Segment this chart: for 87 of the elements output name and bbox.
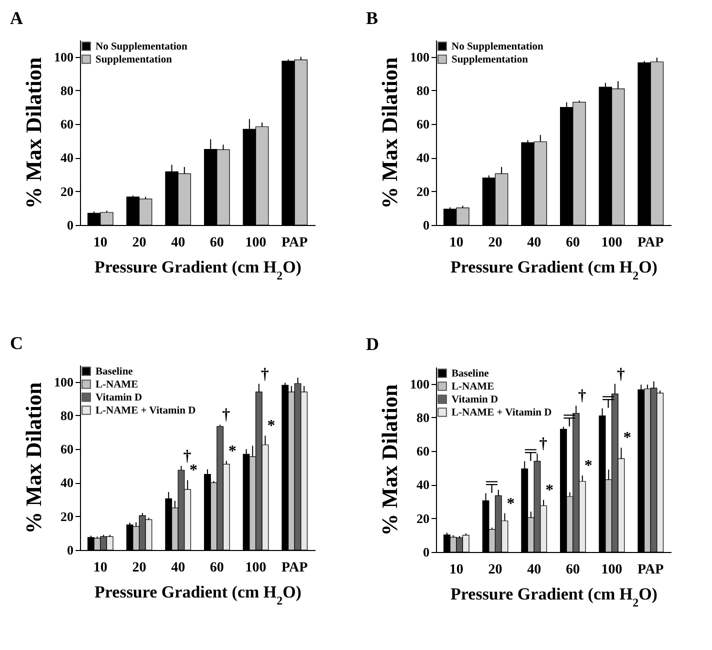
annotation: †	[183, 448, 192, 465]
annotation: †	[260, 366, 269, 383]
x-axis-title: Pressure Gradient (cm H$_{2}$O)	[450, 258, 658, 282]
annotation: *	[190, 462, 198, 480]
y-tick-label: 100	[54, 49, 74, 64]
annotation: ╤	[524, 443, 537, 462]
annotation: *	[267, 418, 276, 435]
legend-label: Supplementation	[96, 54, 172, 66]
chart-title: A	[10, 8, 23, 28]
x-tick-label: 40	[527, 236, 542, 250]
x-tick-label: 100	[601, 236, 622, 250]
y-tick-label: 100	[410, 49, 430, 64]
y-tick-label: 60	[416, 116, 430, 132]
legend-label: L-NAME + Vitamin D	[96, 405, 196, 416]
x-tick-label: PAP	[282, 560, 308, 576]
y-tick-label: 40	[60, 150, 74, 166]
x-tick-label: 60	[210, 236, 224, 250]
legend-label: L-NAME + Vitamin D	[452, 407, 552, 418]
x-tick-label: 10	[449, 236, 464, 250]
chart-title: C	[10, 333, 23, 353]
legend-label: No Supplementation	[452, 41, 544, 52]
y-axis-title: % Max Dilation	[377, 57, 402, 209]
legend-label: Baseline	[96, 366, 134, 378]
x-tick-label: 10	[93, 560, 108, 576]
annotation: †	[578, 388, 586, 405]
x-tick-label: 100	[245, 560, 266, 576]
x-tick-label: 100	[601, 562, 622, 578]
x-tick-label: 60	[566, 236, 580, 250]
y-tick-label: 80	[60, 82, 74, 98]
x-tick-label: 10	[449, 562, 464, 578]
y-tick-label: 60	[416, 444, 430, 459]
y-tick-label: 80	[60, 408, 74, 423]
annotation: †	[539, 436, 548, 453]
x-tick-label: 60	[566, 562, 580, 578]
y-tick-label: 0	[67, 218, 74, 232]
y-tick-label: 60	[60, 116, 74, 132]
x-axis-title: Pressure Gradient (cm H$_{2}$O)	[94, 582, 302, 608]
legend-label: No Supplementation	[96, 41, 188, 52]
annotation: *	[584, 457, 592, 474]
y-tick-label: 0	[67, 542, 74, 558]
legend-label: L-NAME	[96, 379, 138, 390]
legend-label: Supplementation	[452, 54, 528, 66]
x-tick-label: 20	[488, 236, 502, 250]
y-tick-label: 0	[423, 218, 430, 232]
annotation: *	[623, 430, 632, 447]
y-tick-label: 40	[60, 475, 74, 490]
y-axis-title: % Max Dilation	[21, 57, 46, 209]
chart-title: B	[366, 8, 378, 28]
annotation: †	[222, 406, 230, 424]
annotation: ╤	[485, 475, 498, 494]
x-axis-title: Pressure Gradient (cm H$_{2}$O)	[94, 258, 302, 282]
y-tick-label: 20	[416, 184, 430, 199]
x-tick-label: 100	[245, 236, 266, 250]
x-tick-label: 60	[210, 560, 224, 576]
x-tick-label: 40	[527, 562, 542, 578]
y-tick-label: 60	[60, 442, 74, 457]
y-tick-label: 20	[60, 508, 74, 524]
x-tick-label: 20	[488, 562, 502, 578]
annotation: *	[228, 442, 236, 460]
y-axis-title: % Max Dilation	[377, 384, 402, 536]
x-tick-label: PAP	[282, 236, 308, 250]
x-tick-label: 20	[132, 236, 146, 250]
chart-title: D	[366, 334, 379, 354]
y-tick-label: 100	[54, 374, 74, 390]
y-tick-label: 20	[60, 184, 74, 199]
legend-label: Baseline	[452, 368, 490, 380]
x-tick-label: 40	[171, 236, 186, 250]
y-tick-label: 80	[416, 410, 430, 425]
y-tick-label: 80	[416, 82, 430, 98]
y-tick-label: 40	[416, 150, 430, 166]
y-tick-label: 20	[416, 510, 430, 526]
y-tick-label: 40	[416, 477, 430, 492]
legend-label: L-NAME	[452, 381, 494, 392]
x-axis-title: Pressure Gradient (cm H$_{2}$O)	[450, 584, 658, 610]
annotation: *	[506, 495, 515, 512]
annotation: †	[616, 366, 625, 383]
x-tick-label: PAP	[638, 236, 664, 250]
x-tick-label: 10	[93, 236, 108, 250]
y-tick-label: 0	[423, 544, 430, 560]
x-tick-label: 40	[171, 560, 186, 576]
annotation: *	[546, 482, 554, 499]
legend-label: Vitamin D	[96, 392, 142, 404]
y-axis-title: % Max Dilation	[21, 382, 46, 534]
y-tick-label: 100	[410, 376, 430, 392]
legend-label: Vitamin D	[452, 394, 498, 406]
x-tick-label: 20	[132, 560, 146, 576]
x-tick-label: PAP	[638, 562, 664, 578]
